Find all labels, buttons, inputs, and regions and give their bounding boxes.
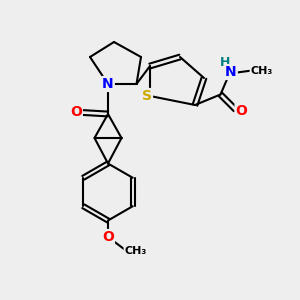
Text: H: H	[220, 56, 230, 69]
Text: N: N	[102, 77, 114, 91]
Text: O: O	[102, 230, 114, 244]
Text: S: S	[142, 89, 152, 103]
Text: O: O	[70, 106, 82, 119]
Text: CH₃: CH₃	[124, 245, 147, 256]
Text: O: O	[236, 104, 247, 118]
Text: N: N	[225, 65, 237, 79]
Text: CH₃: CH₃	[250, 65, 273, 76]
